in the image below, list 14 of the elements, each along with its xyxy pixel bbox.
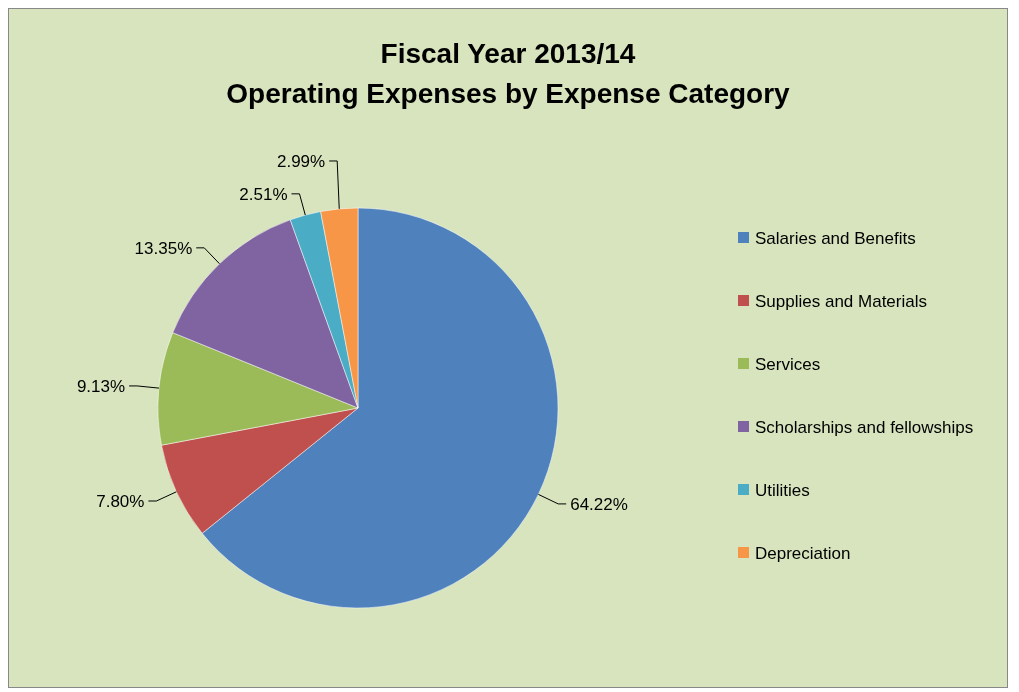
legend-label: Depreciation bbox=[755, 543, 851, 563]
legend-label: Utilities bbox=[755, 480, 810, 500]
legend-label: Scholarships and fellowships bbox=[755, 417, 974, 437]
legend-label: Supplies and Materials bbox=[755, 291, 927, 311]
data-label: 9.13% bbox=[76, 376, 126, 396]
data-label: 2.99% bbox=[276, 151, 326, 171]
legend-label: Services bbox=[755, 354, 821, 374]
chart-title: Fiscal Year 2013/14 bbox=[380, 38, 636, 69]
data-label: 2.51% bbox=[239, 184, 288, 204]
data-label: 7.80% bbox=[96, 491, 145, 511]
chart-subtitle: Operating Expenses by Expense Category bbox=[226, 78, 791, 109]
data-label: 64.22% bbox=[570, 494, 628, 514]
data-label: 13.35% bbox=[134, 238, 193, 258]
legend-label: Salaries and Benefits bbox=[755, 228, 916, 248]
